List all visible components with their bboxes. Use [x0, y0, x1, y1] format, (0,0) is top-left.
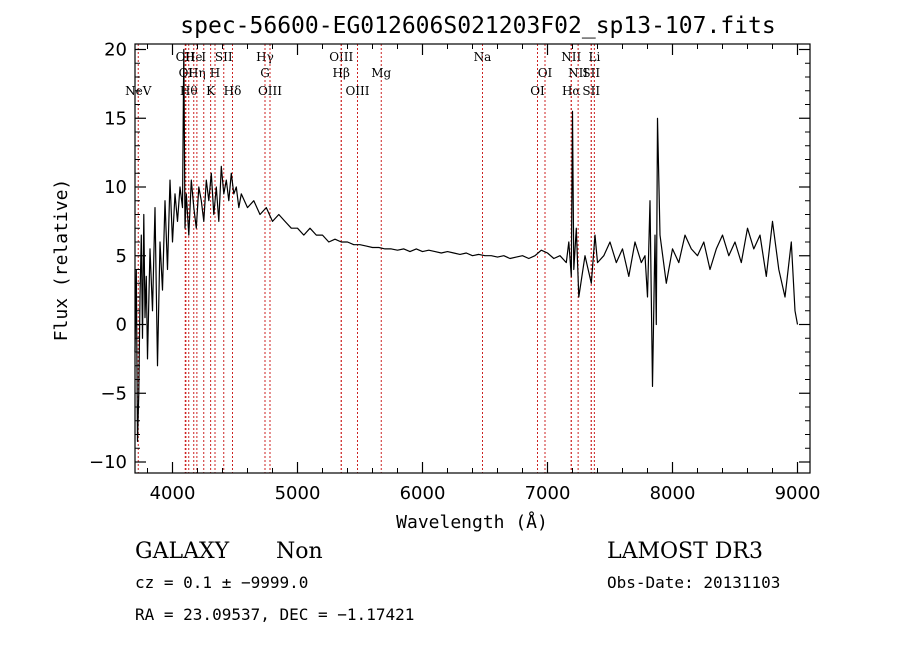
spectrum-line [134, 48, 799, 442]
x-axis-label: Wavelength (Å) [396, 511, 548, 533]
line-marker-label: NII [568, 66, 588, 80]
line-marker-label: OI [179, 66, 194, 80]
cz-line: cz = 0.1 ± −9999.0 [135, 573, 308, 592]
x-tick-label: 5000 [275, 483, 321, 504]
emission-line-markers: NeVOIIOIHθHeHηIKHSIIHδHγGOIIIOIIIHβOIIIM… [125, 44, 600, 473]
class-label: GALAXY [135, 539, 230, 564]
survey-label: LAMOST DR3 [607, 539, 763, 564]
line-marker-label: Hη [188, 66, 206, 80]
line-marker-label: Mg [371, 66, 391, 80]
x-axis: 4000 5000 6000 7000 8000 9000 [147, 44, 821, 504]
line-marker-label: Hβ [333, 66, 350, 80]
obs-date-line: Obs-Date: 20131103 [607, 573, 780, 592]
y-tick-label: 5 [116, 246, 127, 267]
line-marker-label: I [201, 50, 206, 64]
line-marker-label: Na [474, 50, 492, 64]
x-tick-label: 4000 [150, 483, 196, 504]
spectrum-layer [134, 48, 799, 442]
line-marker-label: K [206, 84, 216, 98]
line-marker-label: OI [538, 66, 553, 80]
y-axis-label: Flux (relative) [51, 179, 72, 342]
y-tick-label: 0 [116, 315, 127, 336]
line-marker-label: G [260, 66, 270, 80]
y-tick-label: 20 [104, 40, 127, 61]
x-tick-label: 7000 [525, 483, 571, 504]
y-tick-label: −10 [89, 452, 127, 473]
radec-line: RA = 23.09537, DEC = −1.17421 [135, 605, 414, 624]
plot-frame [134, 43, 811, 474]
line-marker-label: OIII [345, 84, 369, 98]
y-tick-label: −5 [100, 383, 127, 404]
line-marker-label: H [210, 66, 220, 80]
x-tick-label: 8000 [650, 483, 696, 504]
line-marker-label: Hα [562, 84, 581, 98]
line-marker-label: Hδ [224, 84, 242, 98]
line-marker-label: Hθ [180, 84, 198, 98]
y-axis: −10 −5 0 5 10 15 20 [89, 40, 810, 473]
line-marker-label: SII [582, 84, 600, 98]
line-marker-label: OI [530, 84, 545, 98]
chart-title: spec-56600-EG012606S021203F02_sp13-107.f… [180, 13, 775, 39]
subclass-label: Non [276, 539, 323, 564]
line-marker-label: Li [588, 50, 600, 64]
y-tick-label: 15 [104, 108, 127, 129]
x-tick-label: 9000 [775, 483, 821, 504]
line-marker-label: OIII [258, 84, 282, 98]
line-marker-label: SII [215, 50, 233, 64]
line-marker-label: He [185, 50, 203, 64]
y-tick-label: 10 [104, 177, 127, 198]
x-tick-label: 6000 [400, 483, 446, 504]
